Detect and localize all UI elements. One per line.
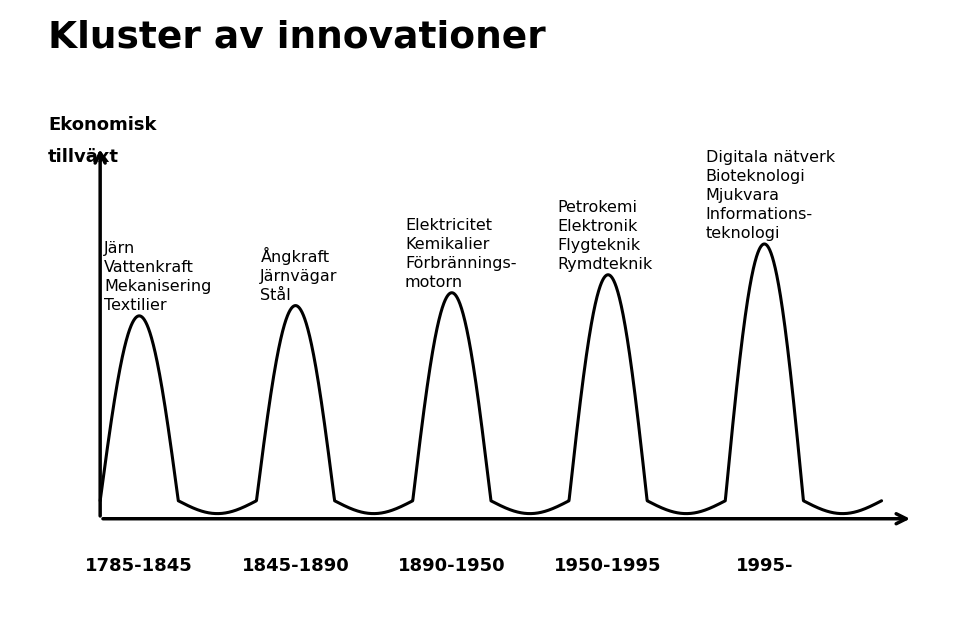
Text: hh.se: hh.se [65, 618, 104, 631]
Text: Digitala nätverk
Bioteknologi
Mjukvara
Informations-
teknologi: Digitala nätverk Bioteknologi Mjukvara I… [706, 150, 835, 241]
Text: 1890-1950: 1890-1950 [398, 557, 505, 575]
Text: Petrokemi
Elektronik
Flygteknik
Rymdteknik: Petrokemi Elektronik Flygteknik Rymdtekn… [557, 200, 652, 272]
Text: 1785-1845: 1785-1845 [85, 557, 193, 575]
Text: 1995-: 1995- [736, 557, 793, 575]
Text: Järn
Vattenkraft
Mekanisering
Textilier: Järn Vattenkraft Mekanisering Textilier [105, 241, 211, 313]
Text: tillväxt: tillväxt [48, 148, 119, 166]
Text: Kluster av innovationer: Kluster av innovationer [48, 19, 546, 55]
Text: 1950-1995: 1950-1995 [554, 557, 662, 575]
Text: Elektricitet
Kemikalier
Förbrännings-
motorn: Elektricitet Kemikalier Förbrännings- mo… [405, 218, 516, 290]
Text: 1845-1890: 1845-1890 [242, 557, 349, 575]
Text: Ekonomisk: Ekonomisk [48, 116, 156, 134]
Text: Ångkraft
Järnvägar
Stål: Ångkraft Järnvägar Stål [260, 247, 338, 303]
